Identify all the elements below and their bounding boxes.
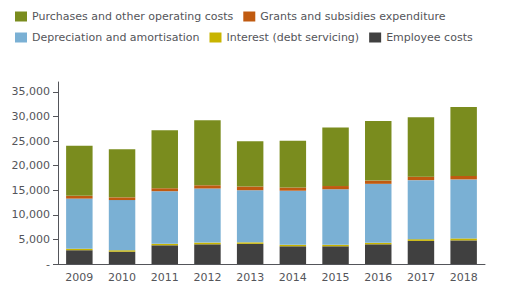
svg-text:2009: 2009 — [65, 271, 93, 284]
svg-text:10,000: 10,000 — [12, 208, 51, 221]
svg-text:Purchases and other operating: Purchases and other operating costs — [32, 10, 234, 23]
svg-text:2010: 2010 — [108, 271, 136, 284]
svg-text:2011: 2011 — [151, 271, 179, 284]
svg-text:20,000: 20,000 — [12, 159, 51, 172]
svg-text:5,000: 5,000 — [19, 233, 51, 246]
svg-text:2015: 2015 — [322, 271, 350, 284]
svg-text:25,000: 25,000 — [12, 135, 51, 148]
svg-text:2012: 2012 — [193, 271, 221, 284]
svg-text:35,000: 35,000 — [12, 85, 51, 98]
svg-text:-: - — [46, 258, 50, 271]
svg-text:30,000: 30,000 — [12, 110, 51, 123]
svg-text:Grants and subsidies expenditu: Grants and subsidies expenditure — [260, 10, 445, 23]
svg-text:2013: 2013 — [236, 271, 264, 284]
svg-text:Interest (debt servicing): Interest (debt servicing) — [226, 31, 359, 44]
svg-text:2014: 2014 — [279, 271, 307, 284]
svg-text:15,000: 15,000 — [12, 184, 51, 197]
svg-text:2016: 2016 — [364, 271, 392, 284]
svg-text:2017: 2017 — [407, 271, 435, 284]
svg-text:2018: 2018 — [450, 271, 478, 284]
svg-text:Employee costs: Employee costs — [386, 31, 473, 44]
svg-text:Depreciation and amortisation: Depreciation and amortisation — [32, 31, 200, 44]
